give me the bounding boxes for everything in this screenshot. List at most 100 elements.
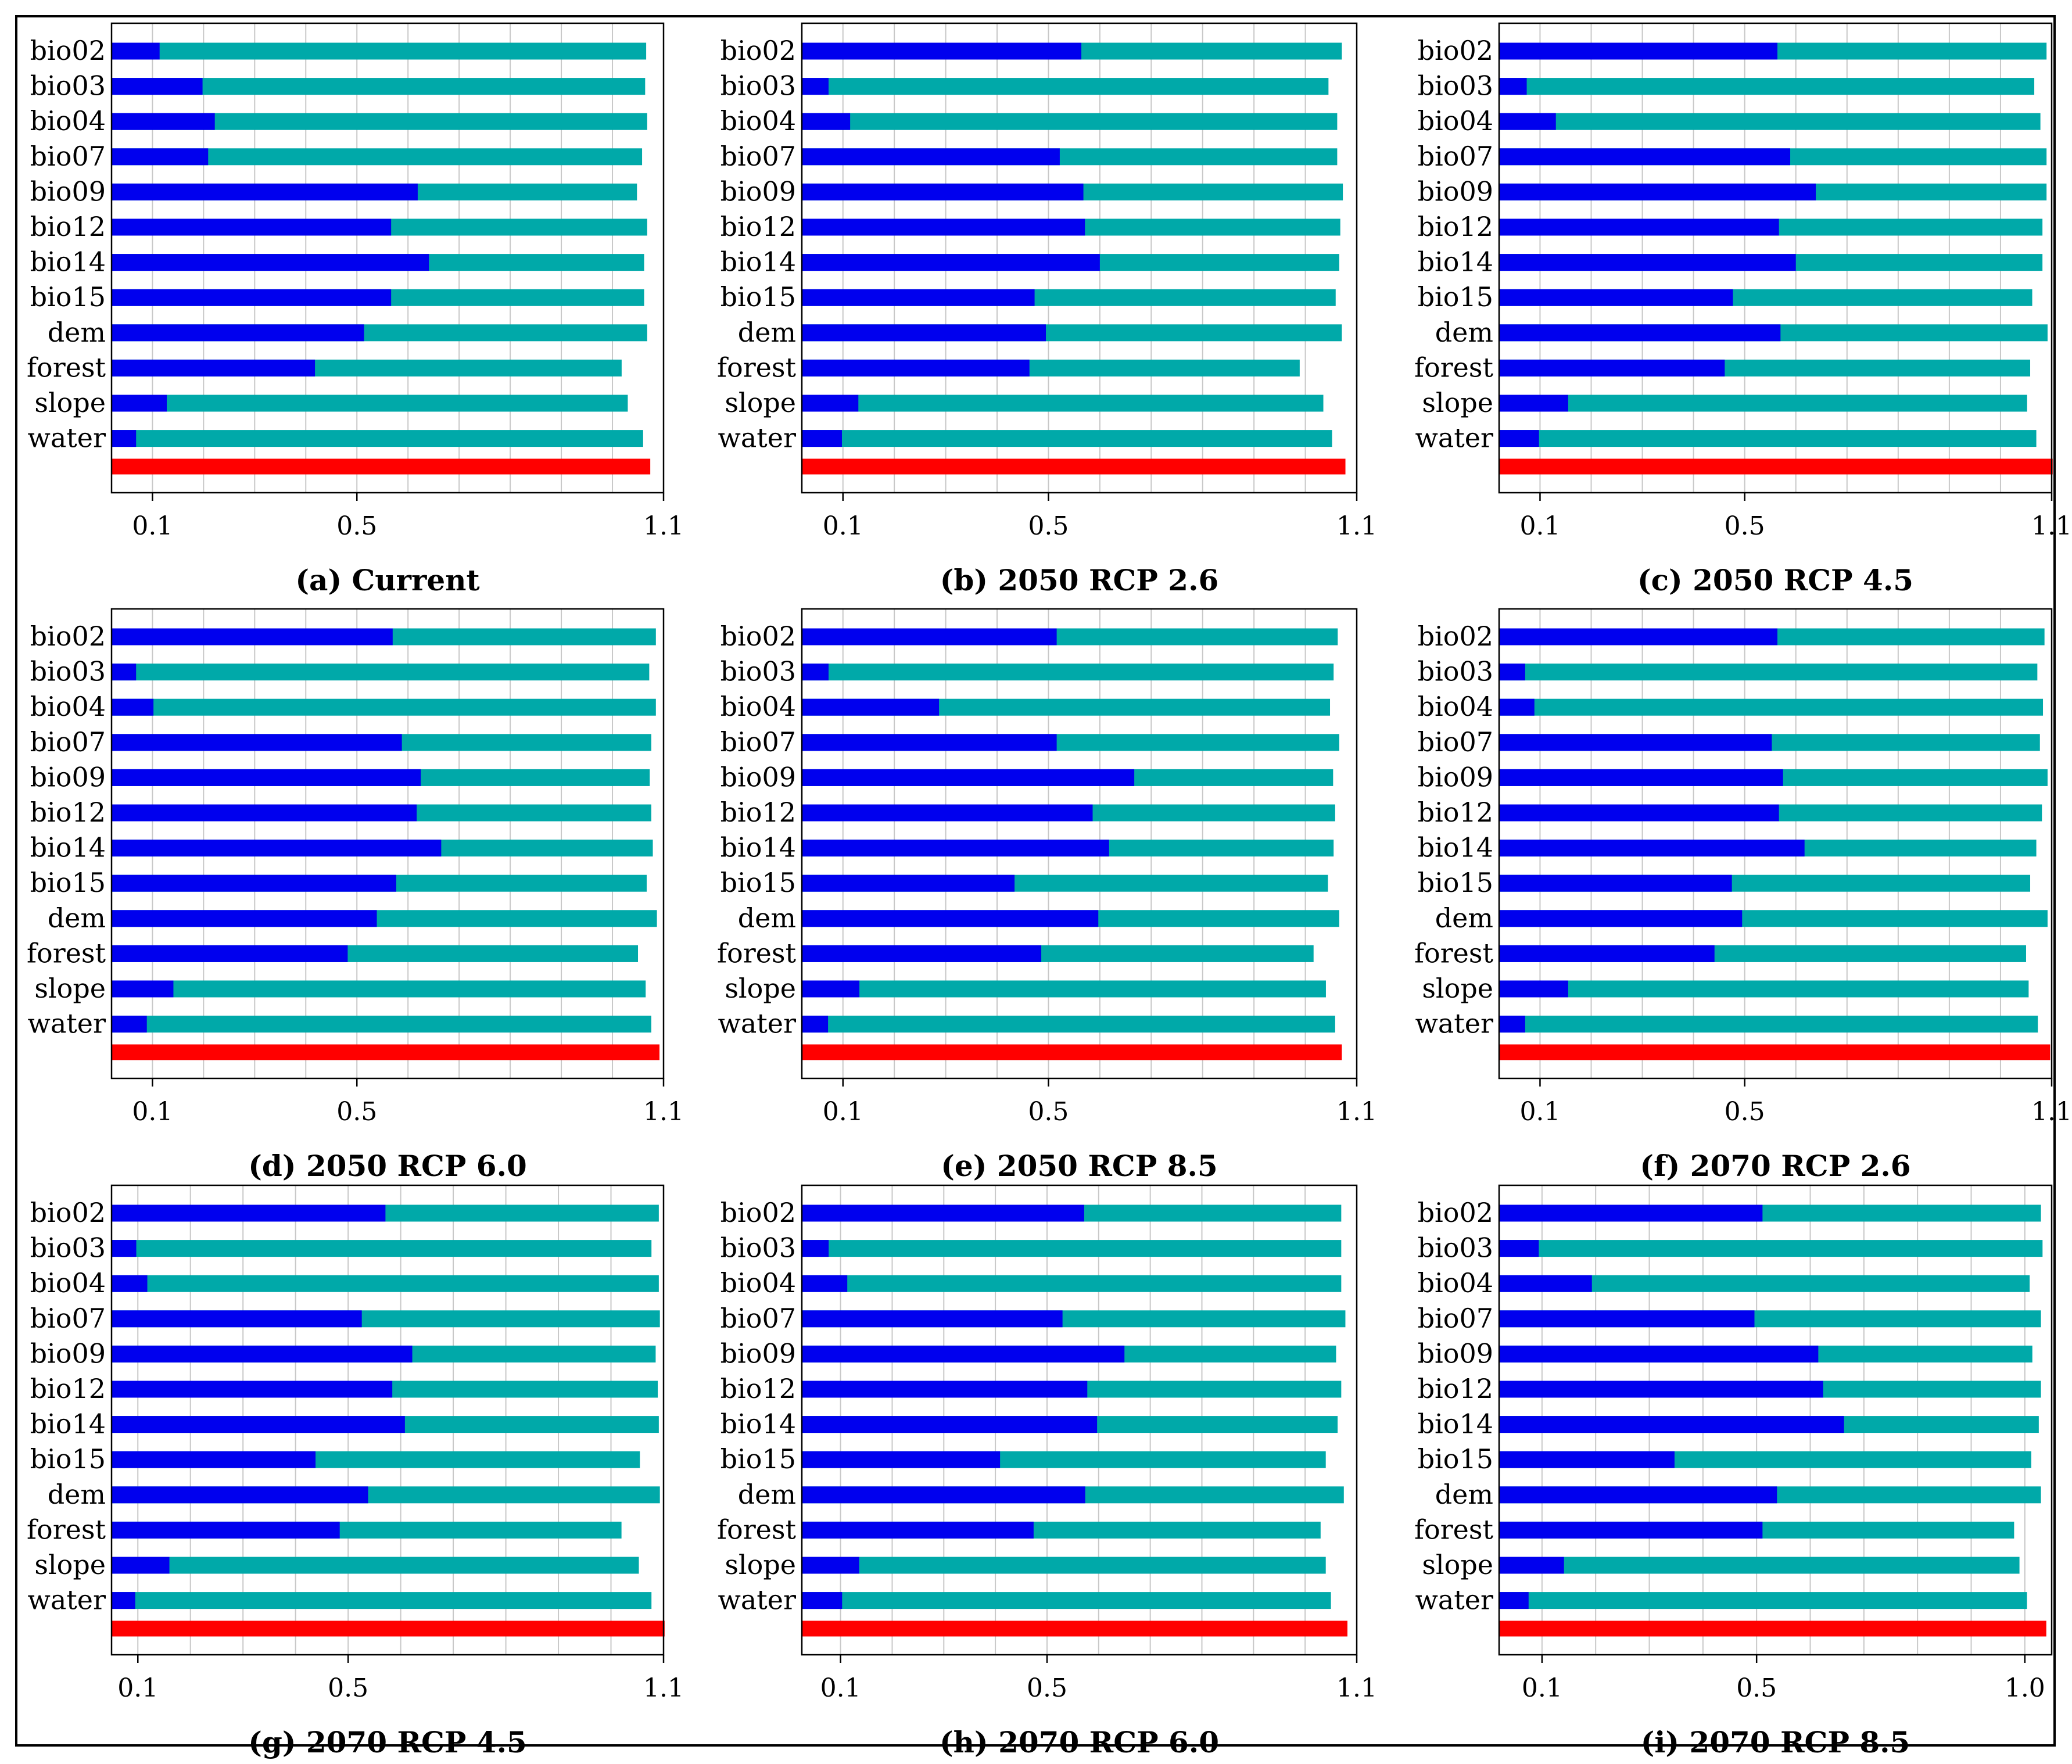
x-tick-label: 1.1 — [2031, 511, 2072, 541]
plot-frame — [801, 608, 1358, 1080]
bar-only-dem — [1499, 910, 1743, 927]
bar-only-water — [112, 430, 137, 447]
category-label-bio04: bio04 — [1418, 691, 1493, 722]
x-tick-label: 1.1 — [643, 1097, 684, 1127]
x-tick-label: 0.1 — [1519, 1097, 1560, 1127]
plot-frame — [110, 608, 665, 1080]
bar-only-bio09 — [112, 769, 421, 786]
bar-without-bio03 — [1499, 664, 2038, 681]
x-tick-label: 0.1 — [823, 1097, 863, 1127]
category-label-bio03: bio03 — [720, 656, 796, 687]
bar-only-bio15 — [802, 1451, 1001, 1468]
category-label-bio15: bio15 — [720, 281, 796, 313]
category-label-bio09: bio09 — [720, 1338, 796, 1369]
bar-only-slope — [112, 1557, 170, 1574]
x-tick-label: 0.1 — [1519, 511, 1560, 541]
category-label-bio02: bio02 — [720, 35, 796, 66]
bar-only-bio04 — [112, 1275, 148, 1292]
category-label-bio03: bio03 — [1418, 1232, 1493, 1264]
bar-only-bio03 — [1499, 78, 1527, 95]
category-label-bio07: bio07 — [1418, 1303, 1493, 1334]
x-tick-label: 0.1 — [820, 1673, 861, 1703]
bar-only-bio04 — [112, 698, 154, 716]
category-label-bio15: bio15 — [1418, 1443, 1493, 1475]
category-label-bio14: bio14 — [1418, 1408, 1493, 1440]
category-label-bio04: bio04 — [30, 105, 106, 137]
panel-title: (e) 2050 RCP 8.5 — [941, 1149, 1217, 1183]
bar-only-bio09 — [112, 183, 418, 200]
category-label-slope: slope — [34, 387, 106, 418]
bar-only-bio12 — [802, 804, 1093, 822]
category-label-bio09: bio09 — [1418, 761, 1493, 793]
category-label-slope: slope — [725, 387, 796, 418]
bar-only-bio03 — [802, 1240, 829, 1257]
category-label-bio04: bio04 — [1418, 105, 1493, 137]
bar-only-dem — [802, 1486, 1085, 1504]
bar-without-water — [112, 1592, 652, 1609]
category-label-bio03: bio03 — [30, 656, 106, 687]
category-label-bio09: bio09 — [720, 761, 796, 793]
bar-without-slope — [112, 395, 628, 412]
x-tick-label: 0.5 — [1028, 511, 1069, 541]
bar-only-water — [1499, 430, 1539, 447]
bar-only-bio02 — [1499, 628, 1778, 646]
category-label-bio12: bio12 — [1418, 797, 1493, 828]
bar-without-bio03 — [802, 78, 1329, 95]
bar-only-bio14 — [802, 254, 1100, 271]
category-label-bio04: bio04 — [1418, 1267, 1493, 1299]
bar-without-bio02 — [112, 42, 647, 60]
bar-without-bio03 — [802, 1240, 1342, 1257]
bar-only-slope — [1499, 980, 1568, 998]
bar-only-bio15 — [802, 874, 1015, 892]
bar-only-bio03 — [802, 664, 829, 681]
bar-only-bio04 — [802, 113, 851, 130]
bar-only-bio12 — [112, 1381, 393, 1398]
category-label-bio12: bio12 — [720, 211, 796, 242]
bar-without-slope — [802, 395, 1324, 412]
x-tick-label: 1.0 — [2005, 1673, 2045, 1703]
bar-without-water — [1499, 430, 2037, 447]
bar-only-bio14 — [802, 840, 1109, 857]
category-label-forest: forest — [27, 1514, 106, 1545]
bar-only-bio15 — [802, 289, 1035, 306]
category-label-bio07: bio07 — [1418, 726, 1493, 758]
panel-title: (a) Current — [295, 563, 479, 597]
bar-only-bio07 — [1499, 1310, 1755, 1328]
category-label-slope: slope — [34, 1549, 106, 1580]
bar-without-bio04 — [802, 113, 1338, 130]
category-label-bio15: bio15 — [1418, 281, 1493, 313]
category-label-bio12: bio12 — [30, 211, 106, 242]
bar-only-bio04 — [1499, 113, 1556, 130]
bar-only-bio12 — [1499, 218, 1779, 236]
category-label-slope: slope — [725, 1549, 796, 1580]
bar-only-bio02 — [802, 628, 1057, 646]
bar-only-bio07 — [112, 148, 209, 166]
bar-only-bio14 — [1499, 254, 1796, 271]
plot-frame — [801, 1184, 1358, 1656]
bar-only-bio02 — [802, 42, 1082, 60]
bar-only-bio07 — [1499, 148, 1791, 166]
category-label-forest: forest — [717, 1514, 797, 1545]
panel-title: (c) 2050 RCP 4.5 — [1637, 563, 1913, 597]
bar-all-variables — [1499, 1620, 2046, 1637]
x-tick-label: 0.1 — [132, 511, 173, 541]
plot-frame — [801, 22, 1358, 494]
bar-only-bio09 — [1499, 769, 1783, 786]
category-label-slope: slope — [1422, 1549, 1493, 1580]
bar-only-bio04 — [112, 113, 215, 130]
category-label-bio03: bio03 — [1418, 70, 1493, 102]
bar-only-bio03 — [112, 78, 203, 95]
bar-without-bio04 — [802, 1275, 1342, 1292]
bar-only-forest — [112, 945, 348, 962]
plot-frame — [110, 1184, 665, 1656]
bar-only-water — [802, 1592, 843, 1609]
plot-frame — [110, 22, 665, 494]
category-label-bio04: bio04 — [720, 105, 796, 137]
bar-without-bio03 — [112, 664, 650, 681]
category-label-bio15: bio15 — [720, 1443, 796, 1475]
bar-without-slope — [1499, 1557, 2020, 1574]
